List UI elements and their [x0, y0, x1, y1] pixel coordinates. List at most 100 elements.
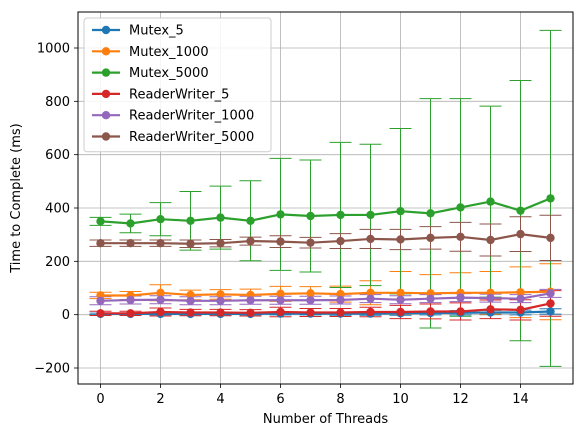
point-readerwriter-1000	[426, 294, 435, 303]
point-readerwriter-5000	[246, 236, 255, 246]
point-mutex-5000	[546, 194, 555, 203]
point-readerwriter-5000	[126, 239, 135, 248]
point-mutex-5000	[456, 203, 465, 212]
x-tick-label: 10	[392, 392, 409, 407]
x-tick-label: 4	[216, 392, 224, 407]
y-tick-label: −200	[34, 362, 70, 377]
point-mutex-1000	[216, 290, 225, 299]
point-readerwriter-5	[96, 309, 105, 318]
legend-box	[83, 17, 272, 153]
legend-label-readerwriter-5000: ReaderWriter_5000	[129, 130, 254, 145]
y-tick-label: 0	[62, 308, 70, 323]
point-readerwriter-1000	[516, 294, 525, 303]
point-mutex-1000	[366, 288, 375, 297]
point-readerwriter-5	[126, 309, 135, 318]
point-mutex-1000	[156, 288, 165, 297]
point-mutex-5000	[216, 213, 225, 222]
y-axis-label: Time to Complete (ms)	[9, 123, 24, 274]
point-readerwriter-5	[156, 307, 165, 317]
point-readerwriter-1000	[156, 295, 165, 304]
point-mutex-1000	[516, 288, 525, 297]
x-tick-label: 14	[512, 392, 529, 407]
point-mutex-5000	[96, 217, 105, 226]
point-readerwriter-1000	[456, 293, 465, 302]
series-line-readerwriter-1000	[100, 292, 551, 302]
point-readerwriter-1000	[546, 289, 555, 298]
point-readerwriter-5000	[366, 234, 375, 244]
legend-marker-mutex-5	[101, 25, 111, 35]
point-mutex-5000	[186, 216, 195, 225]
legend-label-mutex-5: Mutex_5	[129, 24, 184, 39]
point-readerwriter-5	[306, 308, 315, 317]
point-readerwriter-5	[276, 307, 285, 317]
point-readerwriter-5000	[426, 233, 435, 243]
y-tick-label: 600	[45, 148, 70, 163]
point-readerwriter-1000	[306, 296, 315, 305]
point-readerwriter-1000	[486, 293, 495, 303]
legend-marker-mutex-5000	[101, 68, 111, 77]
point-readerwriter-5	[396, 307, 405, 317]
point-mutex-5000	[396, 207, 405, 216]
y-tick-label: 400	[45, 202, 70, 217]
point-mutex-5000	[156, 215, 165, 224]
point-readerwriter-5	[336, 308, 345, 317]
point-readerwriter-1000	[186, 296, 195, 305]
point-readerwriter-5	[186, 308, 195, 317]
point-mutex-5	[546, 307, 555, 316]
point-readerwriter-1000	[276, 296, 285, 305]
point-mutex-5000	[306, 211, 315, 221]
point-readerwriter-5000	[96, 239, 105, 248]
point-readerwriter-1000	[336, 295, 345, 305]
y-axis-ticks: −200 0 200 400 600 800 1000	[34, 42, 78, 377]
point-mutex-5000	[246, 216, 255, 225]
y-tick-label: 1000	[37, 42, 70, 57]
x-tick-label: 8	[336, 392, 344, 407]
legend-label-mutex-5000: Mutex_5000	[129, 66, 209, 81]
series-line-readerwriter-5	[100, 302, 551, 315]
point-mutex-5000	[126, 219, 135, 228]
point-mutex-1000	[186, 290, 195, 300]
point-readerwriter-1000	[366, 294, 375, 303]
point-readerwriter-5	[486, 305, 495, 314]
point-mutex-5000	[516, 206, 525, 215]
point-readerwriter-5000	[396, 235, 405, 244]
point-readerwriter-5000	[336, 236, 345, 246]
point-readerwriter-5000	[216, 239, 225, 248]
x-tick-label: 2	[156, 392, 164, 407]
x-tick-label: 12	[452, 392, 469, 407]
point-readerwriter-1000	[246, 296, 255, 305]
series-line-mutex-5000	[100, 197, 551, 225]
plot-frame	[77, 11, 574, 385]
point-readerwriter-5	[366, 307, 375, 317]
x-tick-label: 6	[276, 392, 284, 407]
point-mutex-1000	[276, 289, 285, 299]
point-readerwriter-5	[246, 308, 255, 317]
point-mutex-1000	[306, 289, 315, 298]
y-tick-label: 800	[45, 95, 70, 110]
point-readerwriter-5000	[276, 237, 285, 246]
legend-label-readerwriter-5: ReaderWriter_5	[129, 87, 229, 102]
point-readerwriter-1000	[396, 295, 405, 304]
point-mutex-5000	[486, 197, 495, 206]
point-readerwriter-1000	[216, 296, 225, 305]
point-mutex-5000	[426, 209, 435, 218]
y-tick-label: 200	[45, 255, 70, 270]
point-readerwriter-5000	[186, 239, 195, 248]
point-mutex-1000	[396, 288, 405, 297]
point-readerwriter-1000	[96, 296, 105, 305]
point-readerwriter-5	[516, 305, 525, 315]
legend-marker-readerwriter-5	[101, 89, 111, 99]
series-markers	[96, 194, 555, 319]
point-readerwriter-5000	[156, 239, 165, 248]
legend-marker-readerwriter-1000	[101, 111, 111, 120]
series-line-readerwriter-5000	[100, 233, 551, 245]
point-mutex-5000	[336, 210, 345, 220]
legend-marker-mutex-1000	[101, 47, 111, 56]
point-readerwriter-5000	[516, 229, 525, 239]
series-line-mutex-1000	[100, 290, 551, 297]
point-readerwriter-5	[426, 307, 435, 316]
point-mutex-5000	[366, 210, 375, 220]
point-readerwriter-5000	[306, 238, 315, 247]
point-readerwriter-5000	[456, 232, 465, 241]
